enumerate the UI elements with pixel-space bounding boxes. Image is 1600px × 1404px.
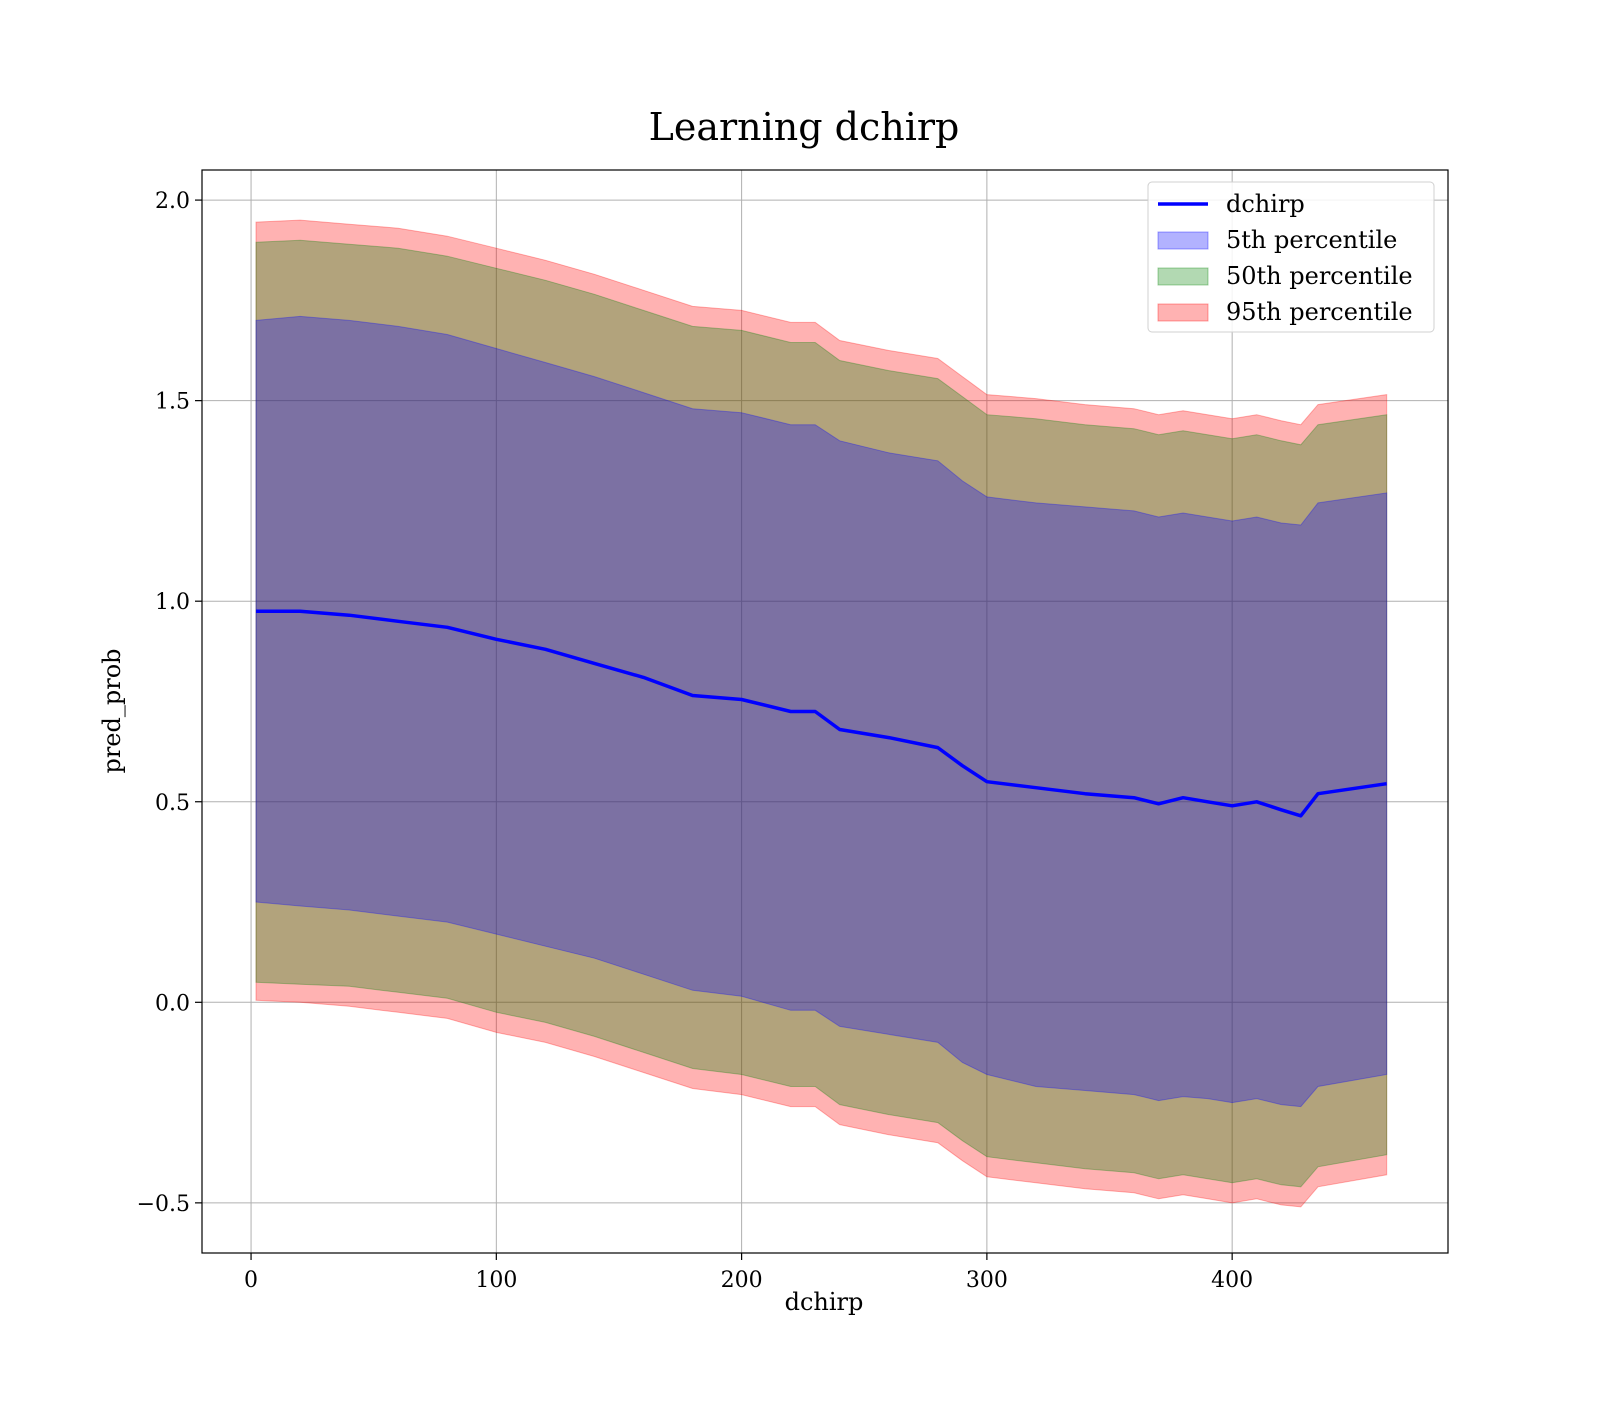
legend-label: dchirp [1226, 190, 1305, 218]
legend-label: 95th percentile [1226, 298, 1413, 326]
legend-box [1147, 181, 1435, 333]
band-50th-percentile [255, 239, 1388, 1188]
legend-patch-swatch [1157, 267, 1209, 286]
ticks-layer: 0 100 200 300 400 −0.5 0.0 0.5 1.0 1.5 2.0 [137, 189, 1254, 1293]
y-tick-label: 0.5 [155, 791, 190, 816]
legend-label: 5th percentile [1226, 226, 1397, 254]
x-tick-label: 200 [721, 1268, 763, 1293]
chart-title: Learning dchirp [649, 105, 960, 149]
x-tick-label: 100 [475, 1268, 517, 1293]
plot-frame [201, 169, 1449, 1254]
y-tick-label: 1.0 [155, 590, 190, 615]
line-layer [256, 609, 1387, 818]
legend-label: 50th percentile [1226, 262, 1413, 290]
y-tick-label: 1.5 [155, 390, 190, 415]
dchirp-line [256, 609, 1387, 818]
x-tick-label: 0 [244, 1268, 258, 1293]
y-tick-label: 0.0 [155, 991, 190, 1016]
bands-layer [255, 219, 1388, 1208]
legend: dchirp 5th percentile 50th percentile 95th … [1147, 181, 1435, 333]
legend-patch-swatch [1157, 231, 1209, 250]
y-tick-label: 2.0 [155, 189, 190, 214]
y-axis-label: pred_prob [98, 648, 126, 773]
x-axis-label: dchirp [785, 1288, 864, 1316]
band-95th-percentile [255, 219, 1388, 1208]
y-tick-label: −0.5 [137, 1192, 190, 1217]
x-tick-label: 400 [1211, 1268, 1253, 1293]
legend-patch-swatch [1157, 303, 1209, 322]
band-5th-percentile [255, 315, 1388, 1108]
x-tick-label: 300 [966, 1268, 1008, 1293]
